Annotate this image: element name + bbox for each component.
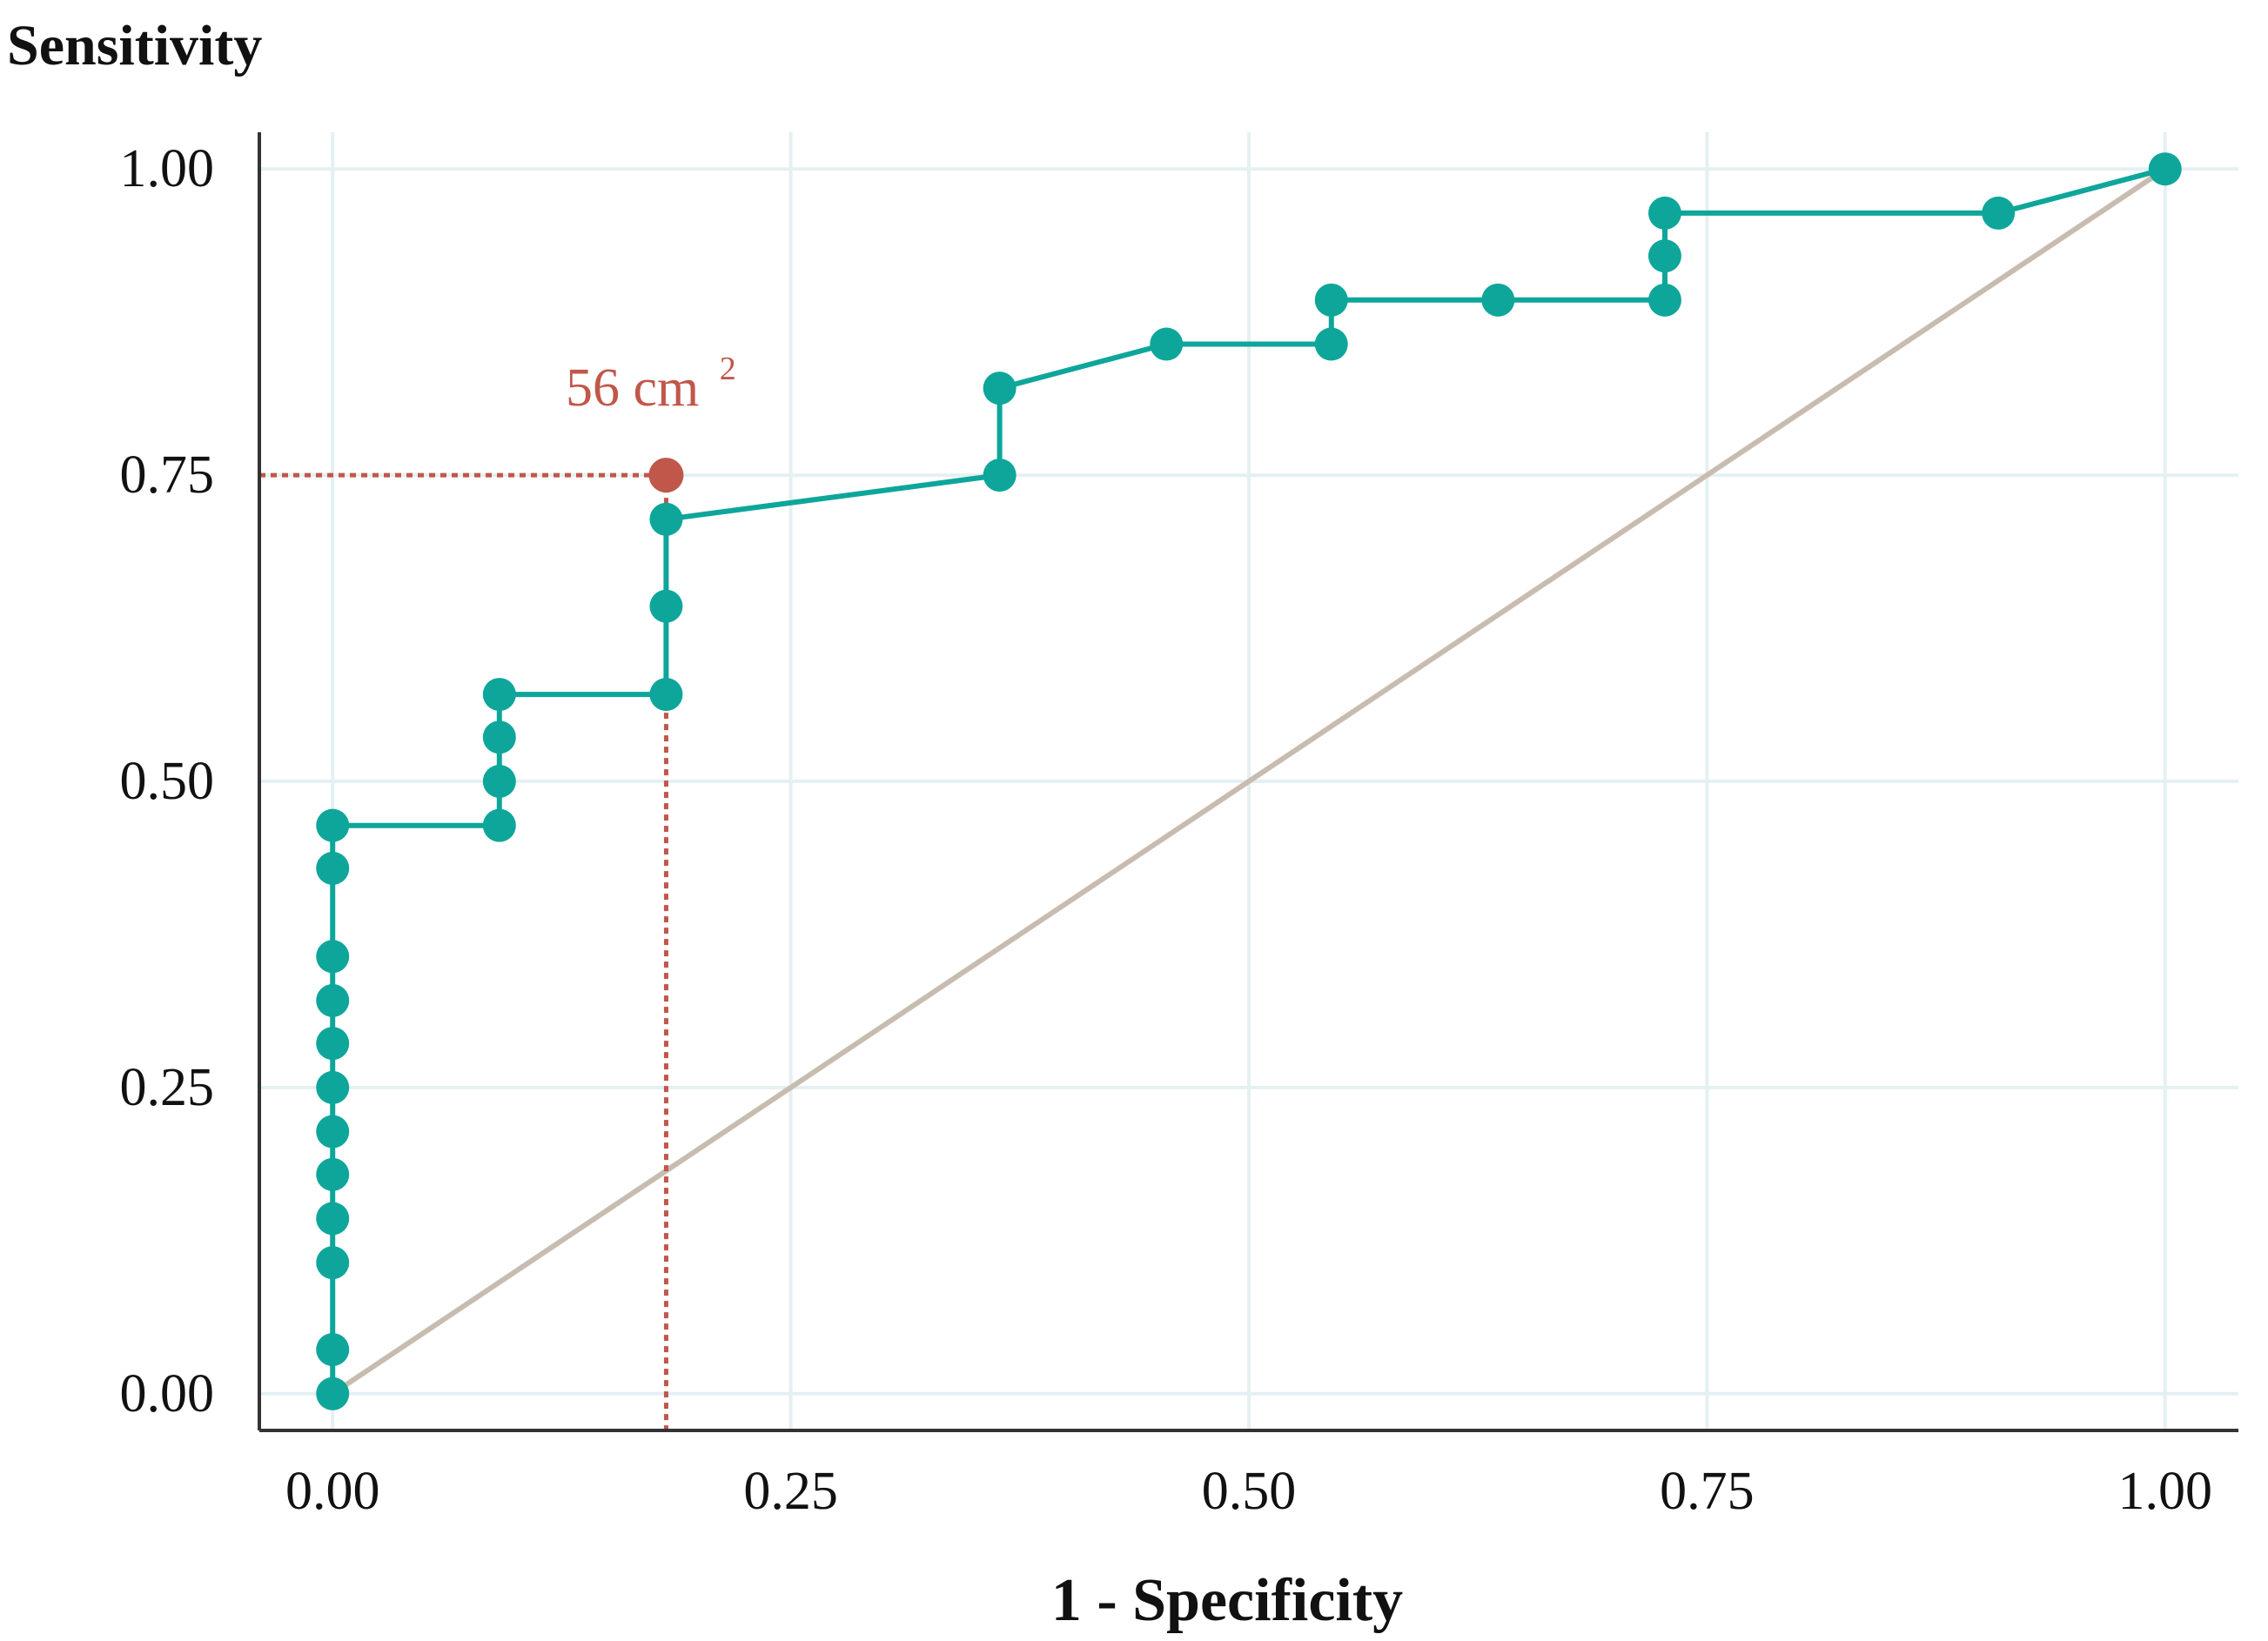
roc-point-5: [316, 1115, 350, 1149]
roc-point-7: [316, 1027, 350, 1061]
x-tick-label-0: 0.00: [285, 1462, 380, 1521]
roc-point-9: [316, 940, 350, 974]
roc-point-25: [1647, 283, 1681, 317]
roc-point-21: [1150, 327, 1184, 361]
roc-point-2: [316, 1246, 350, 1280]
roc-point-16: [649, 678, 683, 712]
roc-point-4: [316, 1157, 350, 1191]
x-tick-label-1: 0.25: [743, 1462, 838, 1521]
x-tick-label-2: 0.50: [1202, 1462, 1297, 1521]
roc-point-24: [1481, 283, 1515, 317]
roc-point-20: [983, 372, 1017, 405]
y-tick-label-0: 0.00: [120, 1364, 215, 1423]
roc-point-10: [316, 851, 350, 885]
roc-point-29: [2148, 152, 2182, 186]
x-tick-label-3: 0.75: [1660, 1462, 1755, 1521]
grid-lines: [259, 132, 2238, 1430]
cutoff-annotation-superscript: 2: [720, 351, 736, 387]
x-tick-label-4: 1.00: [2118, 1462, 2213, 1521]
highlight-point: [648, 458, 684, 493]
roc-point-8: [316, 983, 350, 1017]
axes: [258, 132, 2238, 1432]
roc-point-1: [316, 1333, 350, 1367]
roc-point-22: [1314, 327, 1348, 361]
roc-point-3: [316, 1202, 350, 1236]
cutoff-annotation-value: 56 cm: [566, 358, 699, 418]
roc-point-14: [482, 720, 516, 754]
roc-point-15: [482, 678, 516, 712]
roc-points-group: [316, 152, 2182, 1410]
roc-point-19: [983, 459, 1017, 492]
y-tick-label-2: 0.50: [120, 752, 215, 811]
roc-point-17: [649, 589, 683, 623]
roc-point-0: [316, 1376, 350, 1410]
x-axis-title: 1 - Specificity: [1051, 1567, 1403, 1634]
highlight-point-group: [648, 458, 684, 493]
reference-line-group: [331, 166, 2167, 1397]
y-tick-label-3: 0.75: [120, 445, 215, 505]
roc-point-12: [482, 808, 516, 842]
tick-labels: 0.00 0.25 0.50 0.75 1.00 0.00 0.25 0.50 0.75 1.00: [120, 139, 2213, 1521]
cutoff-annotation: 56 cm 2: [566, 351, 736, 418]
reference-line: [331, 166, 2167, 1397]
roc-point-11: [316, 808, 350, 842]
y-axis-title: Sensitivity: [7, 14, 262, 77]
y-tick-label-4: 1.00: [120, 139, 215, 198]
roc-point-28: [1982, 196, 2016, 230]
roc-point-23: [1314, 283, 1348, 317]
roc-point-26: [1647, 239, 1681, 273]
roc-point-27: [1647, 196, 1681, 230]
roc-point-18: [649, 502, 683, 536]
roc-point-6: [316, 1070, 350, 1104]
y-tick-label-1: 0.25: [120, 1058, 215, 1117]
roc-point-13: [482, 765, 516, 798]
